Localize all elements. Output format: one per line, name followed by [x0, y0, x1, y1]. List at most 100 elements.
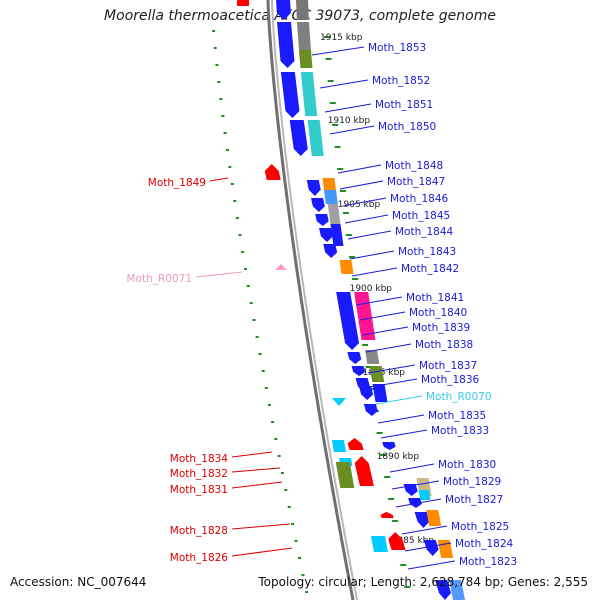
- scale-tick: [342, 212, 349, 214]
- cog-bar: [369, 366, 385, 382]
- label-leader: [231, 467, 281, 473]
- outer-tick: [225, 149, 229, 151]
- reverse-gene: [388, 532, 406, 550]
- scale-tick: [352, 278, 359, 280]
- cog-bar: [300, 72, 318, 116]
- gene-label-right: Moth_1824: [455, 538, 514, 550]
- outer-tick: [249, 302, 253, 304]
- outer-tick: [274, 438, 278, 440]
- scale-tick: [388, 498, 395, 500]
- gene-label-left: Moth_1834: [170, 453, 229, 465]
- outer-tick: [217, 81, 221, 83]
- label-leader: [395, 498, 442, 508]
- gene-label-right: Moth_1829: [443, 476, 501, 488]
- label-leader: [231, 547, 293, 557]
- outer-tick: [241, 251, 245, 253]
- cog-bar: [331, 440, 346, 452]
- label-leader: [401, 525, 448, 535]
- scale-tick: [348, 256, 355, 258]
- forward-gene: [289, 120, 308, 156]
- outer-tick: [244, 268, 247, 270]
- label-leader: [349, 250, 395, 260]
- scale-label: 1910 kbp: [328, 116, 371, 126]
- cog-bar: [330, 224, 344, 246]
- cog-bar: [372, 384, 388, 402]
- scale-tick: [340, 190, 346, 192]
- reverse-gene: [264, 164, 281, 180]
- outer-tick: [280, 472, 284, 474]
- scale-tick: [376, 432, 383, 434]
- gene-label-right: Moth_1851: [375, 99, 433, 111]
- outer-tick: [271, 421, 275, 423]
- gene-label-left: Moth_1849: [148, 177, 206, 189]
- forward-gene: [336, 292, 360, 350]
- topology-label: Topology: circular; Length: 2,628,784 bp…: [258, 575, 588, 589]
- outer-tick: [235, 217, 239, 219]
- scale-tick: [400, 564, 407, 566]
- label-leader: [389, 463, 435, 473]
- label-leader: [337, 164, 382, 174]
- forward-gene: [351, 366, 366, 376]
- label-leader: [359, 311, 406, 321]
- rna-gene: [332, 398, 346, 406]
- gene-label-right: Moth_1853: [368, 42, 426, 54]
- gene-label-right: Moth_1827: [445, 494, 503, 506]
- forward-gene: [276, 22, 295, 68]
- cog-bar: [307, 120, 324, 156]
- backbone-line-inner: [271, 0, 358, 600]
- cog-bar: [335, 462, 355, 488]
- label-leader: [391, 480, 440, 490]
- scale-tick: [323, 36, 330, 38]
- label-leader: [362, 326, 409, 336]
- gene-label-right: Moth_1823: [459, 556, 517, 568]
- gene-label-right: Moth_1843: [398, 246, 456, 258]
- label-leader: [351, 267, 398, 277]
- label-leader: [407, 560, 456, 570]
- gene-label-left: Moth_1832: [170, 468, 228, 480]
- gene-label-right: Moth_1842: [401, 263, 459, 275]
- cog-bar: [418, 490, 431, 500]
- scale-label: 1900 kbp: [350, 284, 393, 294]
- outer-tick: [267, 404, 271, 406]
- cog-bar: [327, 204, 341, 224]
- cog-bar: [296, 22, 311, 50]
- scale-tick: [404, 586, 411, 588]
- scale-label: 1905 kbp: [338, 200, 381, 210]
- forward-gene: [408, 498, 422, 508]
- label-leader: [324, 103, 372, 113]
- gene-label-right: Moth_1850: [378, 121, 436, 133]
- outer-tick: [277, 455, 281, 457]
- scale-tick: [365, 366, 372, 368]
- forward-gene: [347, 352, 362, 364]
- forward-gene: [280, 72, 300, 118]
- label-leader: [231, 481, 283, 489]
- outer-tick: [230, 183, 234, 185]
- cog-bar: [426, 510, 442, 526]
- cog-bar: [354, 292, 376, 340]
- label-leader: [209, 177, 229, 182]
- gene-label-right: Moth_1833: [431, 425, 489, 437]
- gene-label-right: Moth_1848: [385, 160, 443, 172]
- outer-tick: [255, 336, 259, 338]
- outer-tick: [212, 30, 216, 32]
- cog-bar: [449, 580, 465, 600]
- label-leader: [339, 180, 384, 190]
- outer-tick: [238, 234, 242, 236]
- outer-tick: [298, 557, 301, 559]
- gene-label-right: Moth_R0070: [426, 391, 492, 403]
- label-leader: [365, 343, 412, 353]
- label-leader: [344, 214, 389, 224]
- outer-tick: [261, 370, 265, 372]
- reverse-gene: [237, 0, 249, 6]
- cog-bar: [339, 260, 354, 274]
- gene-label-right: Moth_1836: [421, 374, 480, 386]
- outer-tick: [264, 387, 268, 389]
- label-leader: [311, 46, 365, 56]
- outer-tick: [252, 319, 256, 321]
- forward-gene: [323, 244, 338, 258]
- forward-gene: [315, 214, 329, 226]
- reverse-gene: [380, 512, 394, 518]
- scale-label: 1890 kbp: [377, 452, 420, 462]
- forward-gene: [414, 512, 430, 528]
- gene-label-right: Moth_1840: [409, 307, 467, 319]
